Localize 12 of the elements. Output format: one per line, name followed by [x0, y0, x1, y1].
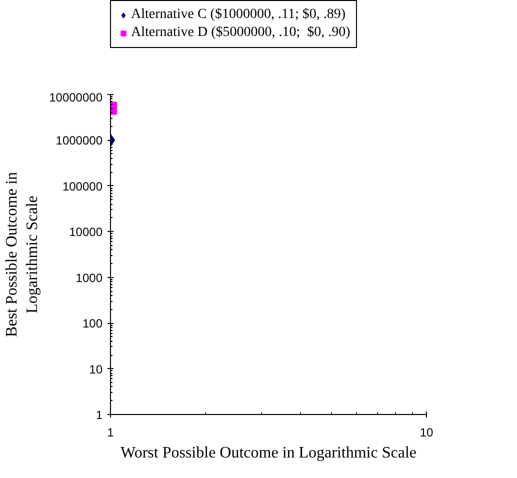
y-axis-title: Best Possible Outcome in Logarithmic Scale [4, 172, 42, 337]
y-tick-label: 10000 [69, 225, 103, 240]
y-tick-label: 1000000 [56, 134, 103, 148]
y-tick-label: 10000000 [49, 90, 103, 104]
x-axis-title: Worst Possible Outcome in Logarithmic Scale [120, 444, 417, 462]
legend-label: Alternative C ($1000000, .11; $0, .89) [131, 7, 346, 23]
y-tick-label: 1000 [76, 270, 103, 285]
y-tick-label: 100000 [62, 179, 103, 194]
legend-label: Alternative D ($5000000, .10; $0, .90) [131, 25, 350, 41]
y-tick-label: 10 [89, 362, 103, 376]
y-tick-label: 100 [82, 316, 103, 331]
y-tick-label: 1 [96, 408, 103, 422]
